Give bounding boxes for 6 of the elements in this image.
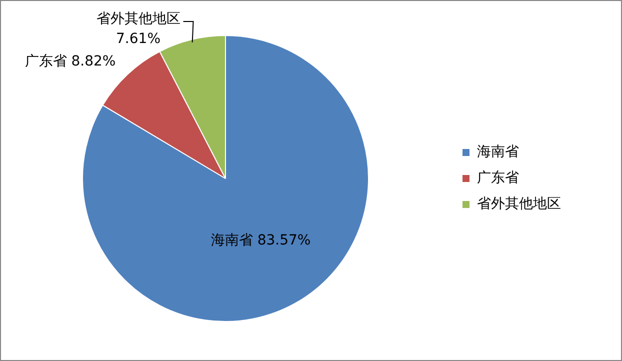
legend-label: 海南省 [477,144,519,160]
legend-label: 省外其他地区 [477,196,561,212]
data-label: 海南省 83.57% [210,232,311,248]
legend-label: 广东省 [477,170,519,186]
data-label: 省外其他地区 7.61% [96,11,180,48]
data-label: 广东省 8.82% [24,54,116,70]
